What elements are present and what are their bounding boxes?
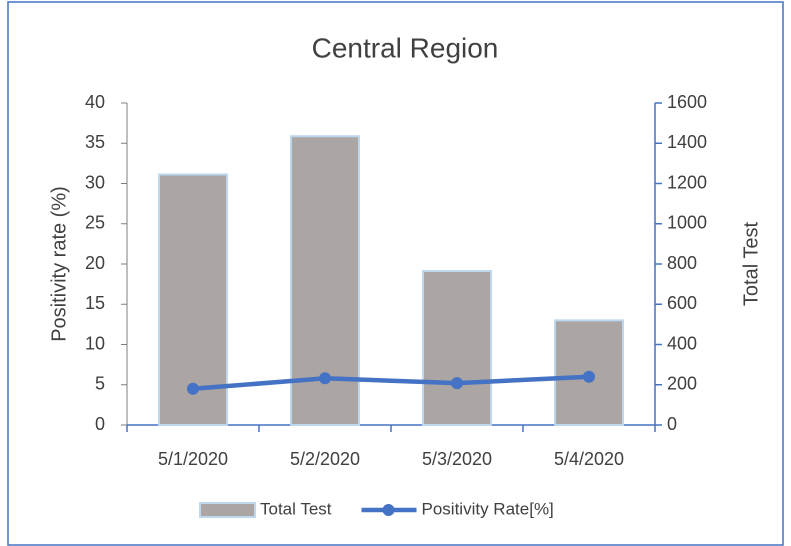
y-tick-label: 15 [85,293,105,313]
y2-tick-label: 1200 [667,172,707,192]
x-tick-label: 5/3/2020 [422,449,492,469]
legend-label: Positivity Rate[%] [422,499,554,518]
y2-tick-label: 1000 [667,213,707,233]
y-tick-label: 5 [95,374,105,394]
y2-tick-label: 400 [667,333,697,353]
y-tick-label: 35 [85,132,105,152]
y-tick-label: 30 [85,172,105,192]
y-tick-label: 10 [85,333,105,353]
x-tick-label: 5/4/2020 [554,449,624,469]
y-tick-label: 20 [85,253,105,273]
y2-axis-label: Total Test [740,221,762,306]
legend-label: Total Test [260,499,332,518]
x-tick-label: 5/2/2020 [290,449,360,469]
y-tick-label: 0 [95,414,105,434]
line-marker [319,372,331,385]
y2-tick-label: 800 [667,253,697,273]
y2-tick-label: 1400 [667,132,707,152]
line-marker [583,370,595,383]
bar [158,173,228,426]
line-marker [187,382,199,395]
y-axis-label: Positivity rate (%) [48,186,70,342]
y2-tick-label: 600 [667,293,697,313]
y2-tick-label: 0 [667,414,677,434]
line-marker [451,377,463,390]
legend-swatch [199,502,256,518]
x-tick-label: 5/1/2020 [158,449,228,469]
chart-title: Central Region [312,32,499,63]
y2-tick-label: 200 [667,374,697,394]
line [192,374,590,392]
y2-tick-label: 1600 [667,92,707,112]
chart-border [7,1,784,546]
legend-marker [382,504,395,516]
y-tick-label: 40 [85,92,105,112]
bar [422,270,492,427]
y-tick-label: 25 [85,213,105,233]
